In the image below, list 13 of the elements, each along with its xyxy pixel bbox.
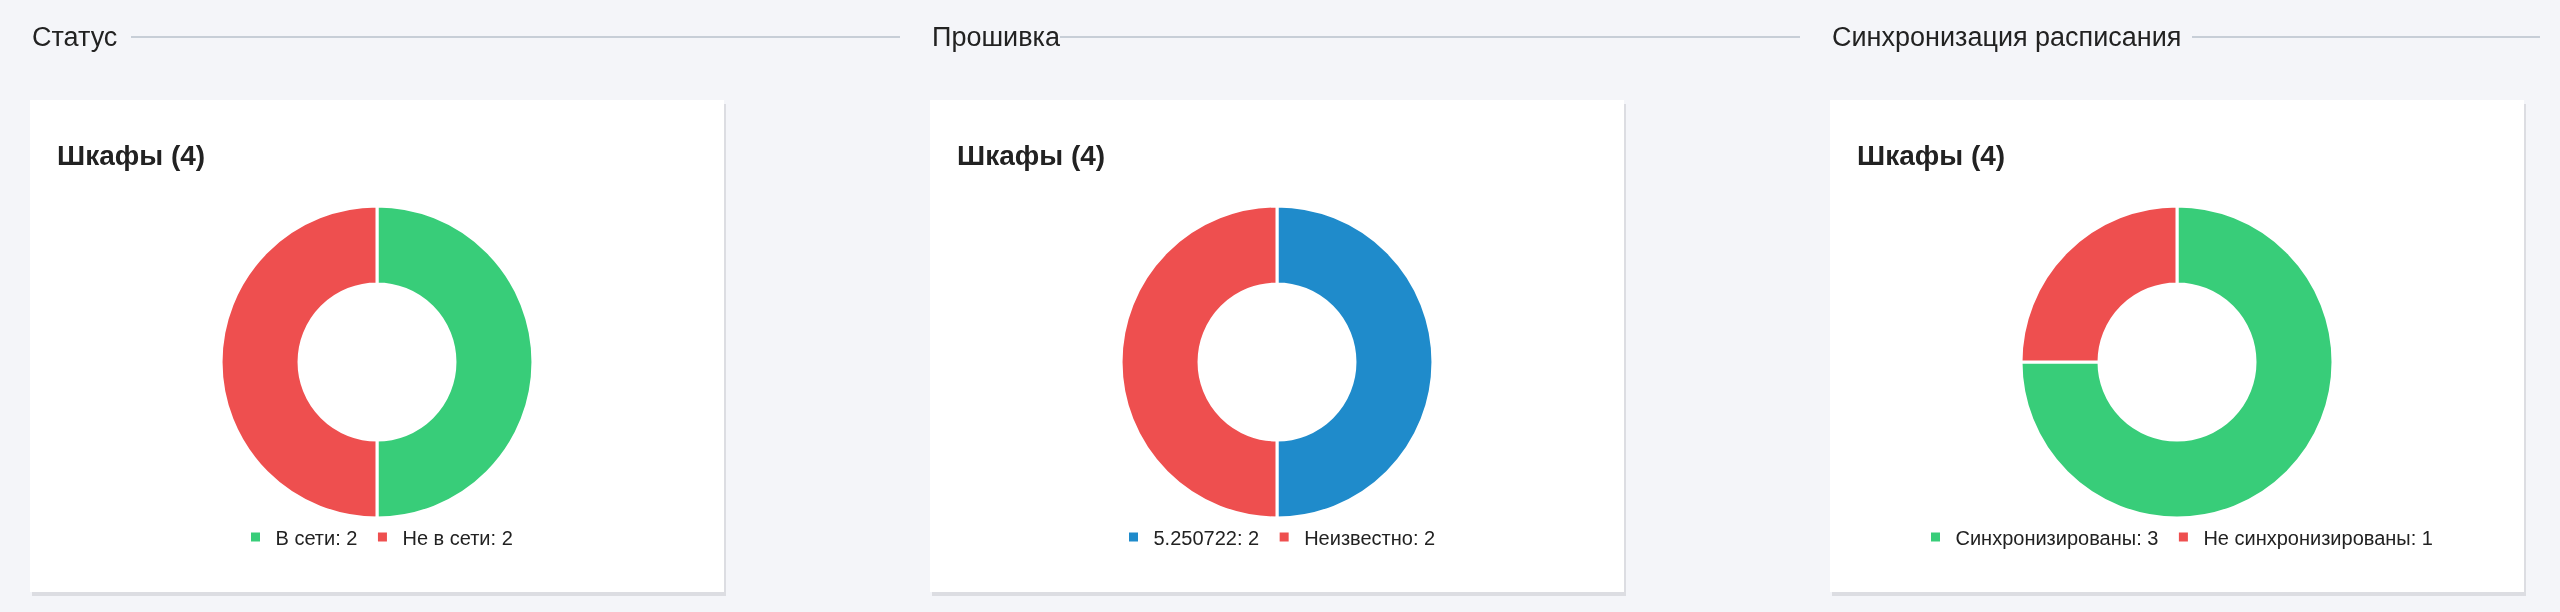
chart-title: Статус [32, 22, 118, 52]
legend-label: 5.250722: 2 [1153, 526, 1260, 549]
legend-label: Не синхронизированы: 1 [2203, 526, 2433, 549]
legend-label: Неизвестно: 2 [1304, 526, 1436, 549]
chart-title: Синхронизация расписания [1832, 22, 2182, 52]
chart-subtitle: Шкафы (4) [1857, 140, 2006, 171]
chart-title: Прошивка [932, 22, 1061, 52]
chart-subtitle: Шкафы (4) [57, 140, 206, 171]
chart-subtitle: Шкафы (4) [957, 140, 1106, 171]
legend-label: Не в сети: 2 [402, 526, 513, 549]
legend-label: В сети: 2 [275, 526, 358, 549]
legend-label: Синхронизированы: 3 [1955, 526, 2159, 549]
donut-slice [2019, 204, 2335, 520]
